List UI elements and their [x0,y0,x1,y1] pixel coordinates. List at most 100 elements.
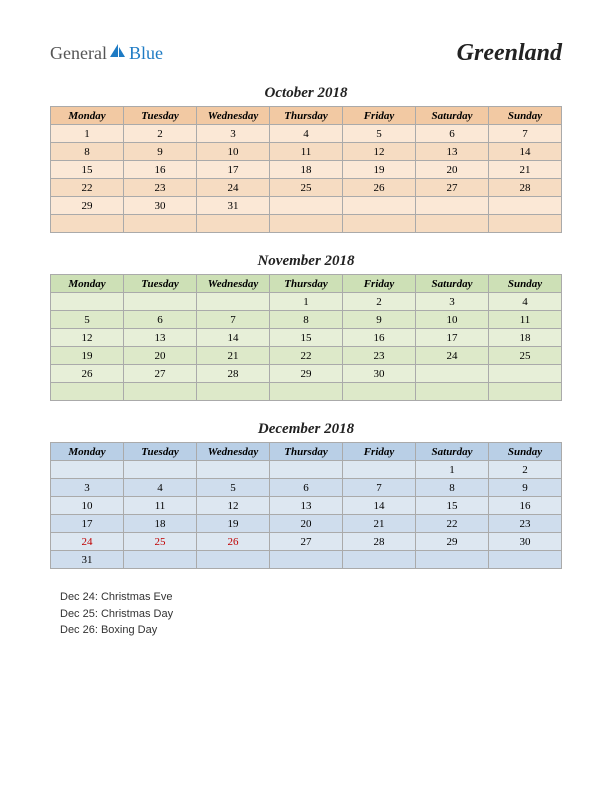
calendar-row: 12 [51,461,562,479]
day-header: Sunday [489,275,562,293]
calendar-cell: 10 [416,311,489,329]
calendar-cell: 26 [51,365,124,383]
calendar-cell [343,551,416,569]
calendar-cell: 27 [416,179,489,197]
calendar-cell: 15 [51,161,124,179]
day-header: Saturday [416,443,489,461]
calendar-cell: 14 [197,329,270,347]
calendar-cell [489,197,562,215]
calendar-cell: 30 [124,197,197,215]
calendar-cell [197,215,270,233]
calendar-cell: 18 [124,515,197,533]
calendar-cell [416,197,489,215]
day-header: Thursday [270,107,343,125]
day-header: Wednesday [197,443,270,461]
day-header: Tuesday [124,443,197,461]
month-block: November 2018 MondayTuesdayWednesdayThurs… [50,253,562,401]
calendar-cell: 6 [124,311,197,329]
day-header: Friday [343,107,416,125]
calendar-cell: 23 [489,515,562,533]
calendar-cell [197,383,270,401]
calendar-row: 22232425262728 [51,179,562,197]
calendar-row: 15161718192021 [51,161,562,179]
calendar-cell: 12 [197,497,270,515]
calendar-cell: 23 [343,347,416,365]
calendar-cell: 24 [416,347,489,365]
calendar-cell [124,551,197,569]
holiday-list: Dec 24: Christmas EveDec 25: Christmas D… [50,589,562,639]
day-header: Friday [343,443,416,461]
calendar-row: 24252627282930 [51,533,562,551]
calendar-cell: 9 [343,311,416,329]
calendar-cell: 1 [416,461,489,479]
calendar-cell: 26 [343,179,416,197]
calendar-cell: 5 [197,479,270,497]
calendar-cell [197,461,270,479]
calendar-cell [51,215,124,233]
calendar-cell: 10 [51,497,124,515]
calendar-cell: 3 [416,293,489,311]
calendar-cell: 28 [343,533,416,551]
calendar-cell: 4 [270,125,343,143]
calendar-cell [416,383,489,401]
page-title: Greenland [457,40,562,67]
month-title: November 2018 [50,253,562,270]
calendar-cell [197,293,270,311]
logo-text-blue: Blue [129,43,163,64]
calendar-cell: 11 [489,311,562,329]
calendar-cell: 3 [51,479,124,497]
calendar-cell [270,197,343,215]
calendar-cell: 18 [489,329,562,347]
calendar-cell: 21 [489,161,562,179]
calendar-cell: 22 [416,515,489,533]
calendar-cell [270,383,343,401]
calendar-cell: 22 [270,347,343,365]
calendar-cell [51,293,124,311]
calendar-cell: 30 [489,533,562,551]
day-header: Saturday [416,107,489,125]
calendar-cell: 28 [197,365,270,383]
calendar-cell: 31 [197,197,270,215]
calendar-cell: 13 [124,329,197,347]
calendar-cell: 24 [197,179,270,197]
calendar-cell: 1 [270,293,343,311]
day-header: Tuesday [124,275,197,293]
logo-sail-icon [109,43,127,64]
calendar-cell [124,215,197,233]
calendar-cell: 31 [51,551,124,569]
calendar-cell: 16 [124,161,197,179]
calendar-cell: 2 [343,293,416,311]
calendar-cell [343,383,416,401]
calendar-cell: 17 [416,329,489,347]
day-header: Wednesday [197,107,270,125]
calendar-row: 2627282930 [51,365,562,383]
calendar-cell: 25 [270,179,343,197]
day-header: Monday [51,275,124,293]
calendar-cell: 8 [416,479,489,497]
calendar-cell: 29 [416,533,489,551]
calendar-cell: 10 [197,143,270,161]
calendar-table: MondayTuesdayWednesdayThursdayFridaySatu… [50,274,562,401]
month-block: December 2018MondayTuesdayWednesdayThurs… [50,421,562,569]
calendar-cell: 14 [343,497,416,515]
calendar-cell: 2 [124,125,197,143]
calendar-cell [270,461,343,479]
calendar-table: MondayTuesdayWednesdayThursdayFridaySatu… [50,106,562,233]
calendar-cell: 7 [197,311,270,329]
calendar-cell: 24 [51,533,124,551]
calendar-cell: 26 [197,533,270,551]
calendar-cell [124,383,197,401]
day-header: Sunday [489,443,562,461]
calendar-cell: 9 [124,143,197,161]
month-title: December 2018 [50,421,562,438]
calendar-cell [343,215,416,233]
calendar-cell: 25 [489,347,562,365]
calendar-cell: 2 [489,461,562,479]
calendar-cell [416,215,489,233]
calendar-cell: 7 [343,479,416,497]
calendar-row: 1234 [51,293,562,311]
calendar-cell: 12 [51,329,124,347]
calendar-cell: 19 [51,347,124,365]
calendar-cell: 20 [124,347,197,365]
calendar-cell: 17 [51,515,124,533]
